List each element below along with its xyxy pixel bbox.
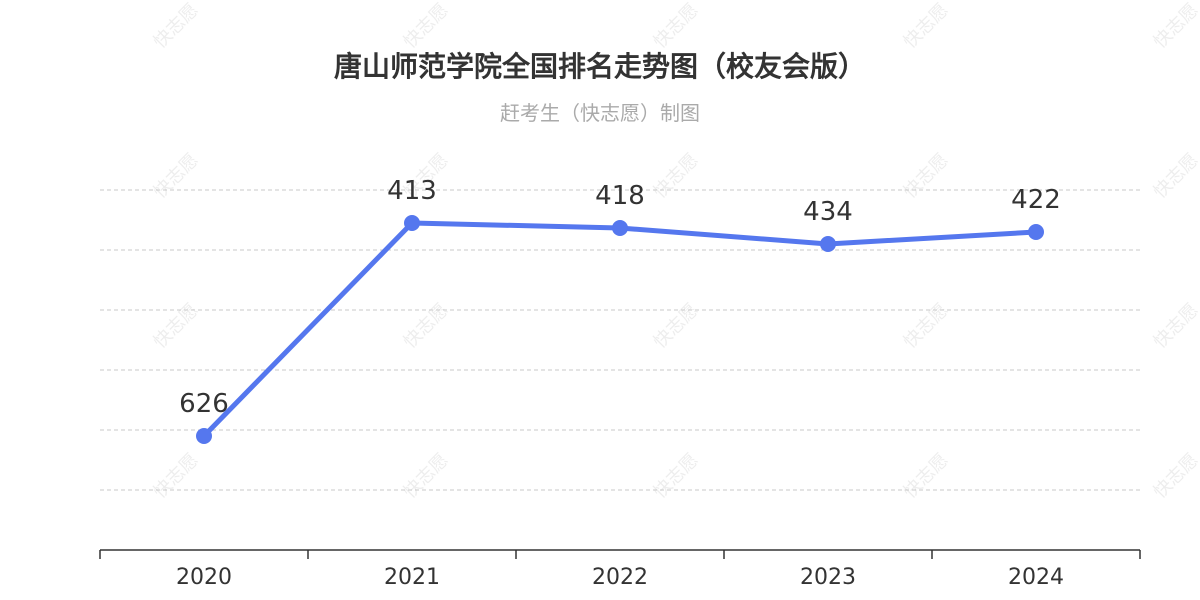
- watermark-text: 快志愿: [900, 150, 953, 203]
- watermark-text: 快志愿: [150, 0, 203, 53]
- watermark-text: 快志愿: [1150, 150, 1200, 203]
- data-label-layer: 626 413 418 434 422: [179, 176, 1061, 419]
- data-label: 422: [1011, 185, 1061, 215]
- data-point: [820, 236, 836, 252]
- watermark-text: 快志愿: [1150, 300, 1200, 353]
- data-point: [404, 215, 420, 231]
- grid-lines: [100, 189, 1140, 491]
- x-tick-label: 2021: [384, 565, 440, 590]
- watermark-text: 快志愿: [650, 0, 703, 53]
- watermark-text: 快志愿: [650, 150, 703, 203]
- data-point: [612, 220, 628, 236]
- watermark-text: 快志愿: [650, 300, 703, 353]
- watermark-text: 快志愿: [150, 150, 203, 203]
- series-layer: [196, 215, 1044, 444]
- data-point: [1028, 224, 1044, 240]
- data-label: 626: [179, 389, 229, 419]
- watermark-text: 快志愿: [150, 300, 203, 353]
- data-label: 434: [803, 197, 853, 227]
- x-axis: 2020 2021 2022 2023 2024: [99, 549, 1141, 590]
- watermark-text: 快志愿: [1150, 450, 1200, 503]
- watermark-text: 快志愿: [900, 0, 953, 53]
- watermark-text: 快志愿: [150, 450, 203, 503]
- x-tick-label: 2020: [176, 565, 232, 590]
- data-label: 413: [387, 176, 437, 206]
- watermark-text: 快志愿: [1150, 0, 1200, 53]
- chart-subtitle: 赶考生（快志愿）制图: [500, 101, 700, 125]
- x-tick-label: 2024: [1008, 565, 1064, 590]
- watermark-text: 快志愿: [900, 300, 953, 353]
- watermark-text: 快志愿: [650, 450, 703, 503]
- data-label: 418: [595, 181, 645, 211]
- data-point: [196, 428, 212, 444]
- x-tick-label: 2022: [592, 565, 648, 590]
- watermark-text: 快志愿: [900, 450, 953, 503]
- chart-title: 唐山师范学院全国排名走势图（校友会版）: [334, 50, 866, 83]
- watermark-text: 快志愿: [400, 300, 453, 353]
- watermark-text: 快志愿: [400, 450, 453, 503]
- watermark-text: 快志愿: [400, 0, 453, 53]
- x-tick-label: 2023: [800, 565, 856, 590]
